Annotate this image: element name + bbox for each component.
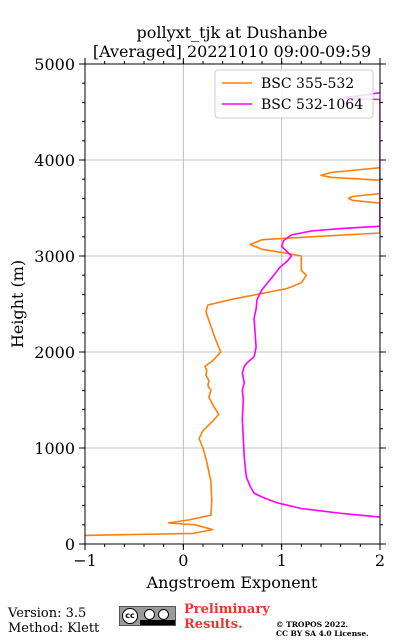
plot-frame (84, 63, 381, 545)
grid-lines (85, 64, 380, 544)
results-text: Results. (184, 617, 243, 632)
y-tick-label: 2000 (34, 343, 75, 362)
legend: BSC 355-532 BSC 532-1064 (214, 69, 374, 119)
x-tick-label: 1 (277, 551, 287, 570)
cc-license-badge: cc (119, 606, 176, 626)
y-tick-label: 3000 (34, 247, 75, 266)
chart-title: pollyxt_tjk at Dushanbe (136, 23, 327, 42)
method-text: Method: Klett (8, 621, 100, 636)
sa-icon (158, 609, 169, 620)
x-tick-label: 2 (375, 551, 385, 570)
license-strip (140, 620, 175, 625)
legend-box (214, 69, 374, 119)
y-tick-label: 4000 (34, 151, 75, 170)
series-line-bsc-355-532 (85, 166, 380, 537)
series-lines (85, 92, 380, 537)
preliminary-results-note: Preliminary Results. (184, 602, 284, 632)
by-icon (144, 609, 155, 620)
copyright-note: © TROPOS 2022. CC BY SA 4.0 License. (276, 620, 369, 638)
preliminary-text: Preliminary (184, 602, 270, 617)
x-tick-label: 0 (178, 551, 188, 570)
y-tick-label: 0 (65, 535, 75, 554)
y-axis-label: Height (m) (8, 260, 27, 348)
legend-label: BSC 355-532 (261, 76, 354, 92)
x-axis-label: Angstroem Exponent (146, 573, 318, 592)
series-line-bsc-532-1064 (241, 92, 380, 518)
y-tick-label: 5000 (34, 55, 75, 74)
copyright-line-1: © TROPOS 2022. (276, 620, 349, 629)
version-text: Version: 3.5 (8, 606, 87, 621)
y-tick-label: 1000 (34, 439, 75, 458)
cc-icon: cc (122, 608, 138, 624)
chart-subtitle: [Averaged] 20221010 09:00-09:59 (93, 42, 371, 61)
x-tick-label: −1 (73, 551, 97, 570)
copyright-line-2: CC BY SA 4.0 License. (276, 629, 369, 638)
legend-label: BSC 532-1064 (261, 97, 363, 113)
